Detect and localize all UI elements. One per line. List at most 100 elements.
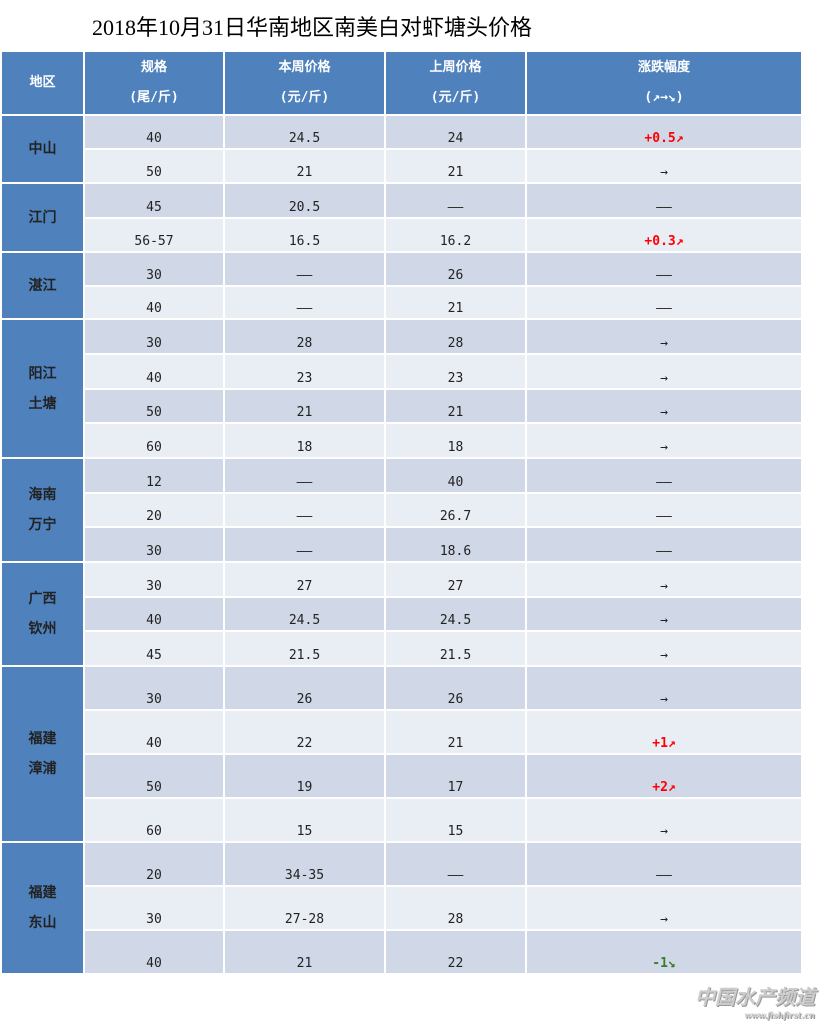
header-label: 规格 (140, 60, 167, 75)
spec-cell: 40 (83, 595, 225, 633)
last-week-cell: —— (384, 182, 527, 219)
change-cell: → (525, 422, 803, 459)
table-row: 56-57 16.5 16.2 +0.3↗ (1, 216, 803, 253)
this-week-cell: 16.5 (223, 216, 386, 253)
this-week-cell: —— (223, 526, 386, 564)
page-title: 2018年10月31日华南地区南美白对虾塘头价格 (92, 15, 533, 40)
last-week-cell: 23 (384, 352, 527, 390)
region-label: 漳浦 (28, 761, 57, 778)
change-cell: —— (525, 841, 803, 888)
spec-cell: 40 (83, 352, 225, 390)
spec-cell: 30 (83, 251, 225, 287)
table-row: 40 23 23 → (1, 352, 803, 390)
this-week-cell: 15 (223, 797, 386, 844)
this-week-cell: 21 (223, 148, 386, 184)
this-week-cell: 27 (223, 561, 386, 598)
table-row: 广西 钦州 30 27 27 → (0, 561, 803, 668)
change-cell: —— (525, 182, 803, 219)
change-cell: → (525, 387, 803, 425)
spec-cell: 60 (83, 422, 225, 459)
last-week-cell: 21 (384, 148, 527, 184)
spec-cell: 56-57 (83, 216, 225, 253)
change-cell: -1↘ (525, 929, 803, 976)
table-row: 60 18 18 → (1, 422, 803, 459)
region-cell: 江门 (0, 182, 85, 253)
change-cell: —— (525, 284, 803, 320)
change-cell: → (525, 797, 803, 844)
last-week-cell: 28 (384, 318, 527, 355)
spec-cell: 40 (83, 709, 225, 756)
watermark-logo: 中国水产频道 www.fishfirst.cn (695, 985, 815, 1020)
last-week-cell: 21.5 (384, 630, 527, 668)
region-label: 福建 (28, 731, 57, 748)
last-week-cell: 18.6 (384, 526, 527, 564)
this-week-cell: 34-35 (223, 841, 386, 888)
spec-cell: 40 (83, 284, 225, 320)
change-cell: —— (525, 526, 803, 564)
this-week-cell: 22 (223, 709, 386, 756)
this-week-cell: 23 (223, 352, 386, 390)
region-cell: 福建 东山 (0, 841, 85, 976)
spec-cell: 12 (83, 457, 225, 494)
spec-cell: 40 (83, 114, 225, 150)
this-week-cell: —— (223, 251, 386, 287)
last-week-cell: —— (384, 841, 527, 888)
header-unit: (元/斤) (430, 90, 481, 105)
last-week-cell: 22 (384, 929, 527, 976)
region-label: 中山 (28, 141, 57, 157)
table-row: 中山 40 24.5 24 +0.5↗ (0, 114, 803, 184)
this-week-cell: 21 (223, 929, 386, 976)
region-label: 万宁 (28, 517, 57, 534)
table-row: 福建 漳浦 30 26 26 → (0, 665, 803, 844)
this-week-cell: 20.5 (223, 182, 386, 219)
table-row: 20 —— 26.7 —— (1, 491, 803, 529)
this-week-cell: —— (223, 284, 386, 320)
change-cell: → (525, 665, 803, 712)
this-week-cell: 28 (223, 318, 386, 355)
table-row: 45 21.5 21.5 → (1, 630, 803, 668)
spec-cell: 30 (83, 561, 225, 598)
this-week-cell: 27-28 (223, 885, 386, 932)
header-label: 本周价格 (278, 60, 331, 75)
spec-cell: 30 (83, 526, 225, 564)
change-cell: +1↗ (525, 709, 803, 756)
change-cell: → (525, 885, 803, 932)
header-this-week: 本周价格 (元/斤) (223, 50, 386, 116)
change-cell: → (525, 318, 803, 355)
this-week-cell: 26 (223, 665, 386, 712)
table-row: 江门 45 20.5 —— —— (0, 182, 803, 253)
this-week-cell: 18 (223, 422, 386, 459)
change-cell: —— (525, 491, 803, 529)
header-last-week: 上周价格 (元/斤) (384, 50, 527, 116)
table-row: 湛江 30 —— 26 —— (0, 251, 803, 320)
header-change: 涨跌幅度 (↗→↘) (525, 50, 803, 116)
last-week-cell: 26 (384, 665, 527, 712)
spec-cell: 60 (83, 797, 225, 844)
region-label: 广西 (28, 591, 57, 608)
change-cell: → (525, 561, 803, 598)
spec-cell: 45 (83, 630, 225, 668)
price-table: 地区 规格 (尾/斤) 本周价格 (元/斤) 上周价格 (元/斤) 涨跌幅度 (↗→↘) 中山 4… (0, 50, 803, 976)
change-cell: —— (525, 251, 803, 287)
spec-cell: 30 (83, 665, 225, 712)
table-row: 30 —— 18.6 —— (1, 526, 803, 564)
spec-cell: 30 (83, 318, 225, 355)
last-week-cell: 16.2 (384, 216, 527, 253)
header-label: 涨跌幅度 (637, 60, 690, 75)
this-week-cell: 24.5 (223, 595, 386, 633)
last-week-cell: 21 (384, 709, 527, 756)
table-row: 40 22 21 +1↗ (1, 709, 803, 756)
region-cell: 广西 钦州 (0, 561, 85, 668)
region-label: 东山 (28, 915, 57, 932)
last-week-cell: 24.5 (384, 595, 527, 633)
change-cell: +2↗ (525, 753, 803, 800)
spec-cell: 45 (83, 182, 225, 219)
region-label: 钦州 (28, 621, 57, 638)
region-cell: 湛江 (0, 251, 85, 320)
table-row: 40 24.5 24.5 → (1, 595, 803, 633)
table-row: 海南 万宁 12 —— 40 —— (0, 456, 803, 564)
region-label: 湛江 (28, 277, 57, 294)
spec-cell: 40 (83, 929, 225, 976)
last-week-cell: 15 (384, 797, 527, 844)
region-cell: 阳江 土塘 (0, 318, 85, 459)
